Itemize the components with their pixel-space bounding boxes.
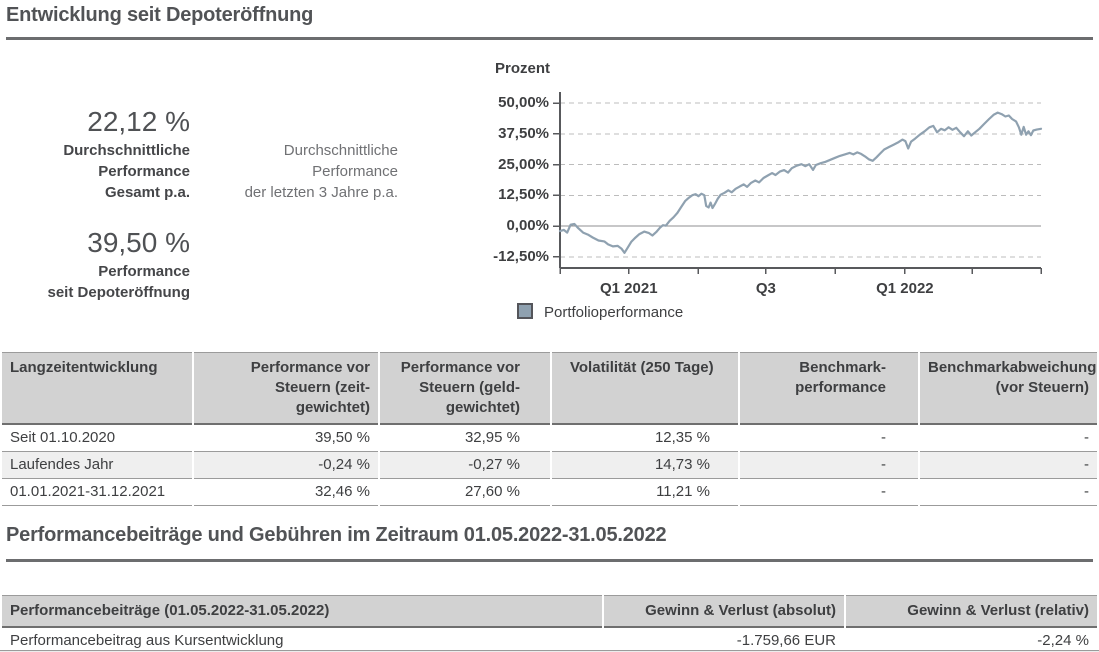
col-header-gewinn-verlust-relativ: Gewinn & Verlust (relativ) (846, 595, 1097, 628)
table-row: 01.01.2021-31.12.2021 32,46 % 27,60 % 11… (2, 479, 1097, 506)
perf-geldgewichtet: -0,27 % (380, 452, 550, 479)
section2-rule (6, 559, 1093, 562)
y-tick-label: 0,00% (506, 217, 549, 235)
performance-chart-svg (553, 92, 1043, 274)
volatilitaet: 12,35 % (552, 425, 738, 452)
benchmarkabweichung: - (920, 479, 1097, 506)
section1-title: Entwicklung seit Depoteröffnung (6, 4, 314, 26)
col-header-performancebeitraege: Performancebeiträge (01.05.2022-31.05.20… (2, 595, 602, 628)
col-header-performance-geldgewichtet: Performance vor Steuern (geld-gewichtet) (380, 352, 550, 425)
benchmarkperformance: - (740, 479, 918, 506)
benchmarkabweichung: - (920, 452, 1097, 479)
chart-legend: Portfolioperformance (517, 303, 683, 321)
table-row: Performancebeitrag aus Kursentwicklung -… (2, 628, 1097, 652)
legend-label: Portfolioperformance (544, 304, 684, 321)
x-tick-label: Q3 (755, 280, 776, 297)
col-header-performance-zeitgewichtet: Performance vor Steuern (zeit-gewichtet) (194, 352, 378, 425)
perf-zeitgewichtet: 39,50 % (194, 425, 378, 452)
avg-3y-performance-note: Durchschnittliche Performance der letzte… (244, 142, 398, 201)
contribution-label: Performancebeitrag aus Kursentwicklung (2, 628, 602, 652)
avg-performance-label: Durchschnittliche Performance Gesamt p.a… (63, 142, 190, 201)
y-tick-label: 50,00% (498, 94, 549, 112)
y-tick-label: -12,50% (493, 247, 549, 265)
avg-performance-value: 22,12 % (87, 106, 190, 137)
x-tick-label: Q1 2022 (876, 280, 934, 297)
benchmarkabweichung: - (920, 425, 1097, 452)
x-tick-label: Q1 2021 (600, 280, 658, 297)
legend-swatch-portfolioperformance (517, 303, 533, 319)
y-tick-label: 37,50% (498, 124, 549, 142)
longterm-header-row: Langzeitentwicklung Performance vor Steu… (2, 352, 1097, 425)
chart-y-axis-title: Prozent (495, 60, 551, 77)
gewinn-verlust-relativ: -2,24 % (846, 628, 1097, 652)
period-label: Seit 01.10.2020 (2, 425, 192, 452)
contributions-table: Performancebeiträge (01.05.2022-31.05.20… (0, 595, 1099, 652)
perf-geldgewichtet: 32,95 % (380, 425, 550, 452)
period-label: Laufendes Jahr (2, 452, 192, 479)
y-tick-label: 12,50% (498, 186, 549, 204)
benchmarkperformance: - (740, 452, 918, 479)
since-opening-value: 39,50 % (87, 227, 190, 258)
col-header-gewinn-verlust-absolut: Gewinn & Verlust (absolut) (604, 595, 844, 628)
perf-zeitgewichtet: -0,24 % (194, 452, 378, 479)
y-tick-label: 25,00% (498, 155, 549, 173)
volatilitaet: 14,73 % (552, 452, 738, 479)
perf-geldgewichtet: 27,60 % (380, 479, 550, 506)
col-header-benchmarkabweichung: Benchmarkabweichung (vor Steuern) (920, 352, 1097, 425)
section2-title: Performancebeiträge und Gebühren im Zeit… (6, 524, 667, 546)
table-row: Seit 01.10.2020 39,50 % 32,95 % 12,35 % … (2, 425, 1097, 452)
longterm-table: Langzeitentwicklung Performance vor Steu… (0, 352, 1099, 506)
performance-chart: Prozent 50,00% 37,50% 25,00% 12,50% 0,00% -12… (490, 52, 1099, 337)
section1-rule (6, 37, 1093, 40)
next-table-row-partial (0, 650, 1099, 652)
col-header-benchmarkperformance: Benchmark-performance (740, 352, 918, 425)
col-header-volatilitaet: Volatilität (250 Tage) (552, 352, 738, 425)
gewinn-verlust-absolut: -1.759,66 EUR (604, 628, 844, 652)
col-header-langzeitentwicklung: Langzeitentwicklung (2, 352, 192, 425)
volatilitaet: 11,21 % (552, 479, 738, 506)
portfolioperformance-line (558, 111, 1043, 254)
perf-zeitgewichtet: 32,46 % (194, 479, 378, 506)
since-opening-label: Performance seit Depoteröffnung (47, 263, 191, 301)
table-row: Laufendes Jahr -0,24 % -0,27 % 14,73 % -… (2, 452, 1097, 479)
contributions-header-row: Performancebeiträge (01.05.2022-31.05.20… (2, 595, 1097, 628)
period-label: 01.01.2021-31.12.2021 (2, 479, 192, 506)
benchmarkperformance: - (740, 425, 918, 452)
